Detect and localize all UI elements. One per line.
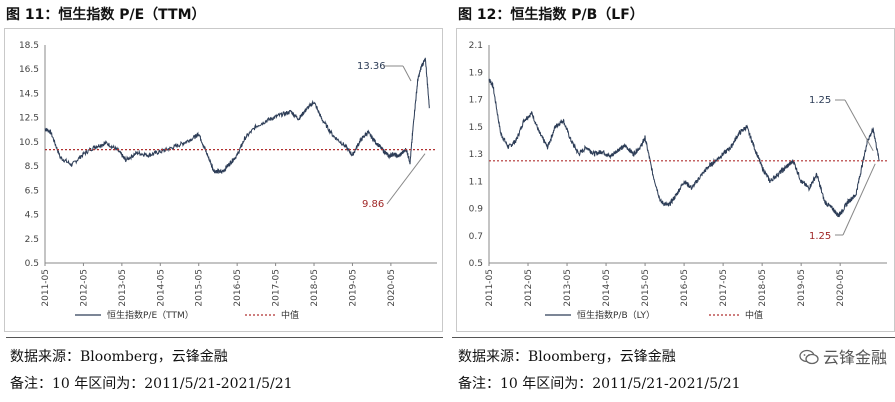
y-tick-label: 12.5 xyxy=(19,114,39,124)
wechat-icon xyxy=(799,349,819,365)
pb-chart-frame: 2.1 1.9 1.7 1.5 1.3 1.1 0.9 0.7 0.5 2011-05 2012-0… xyxy=(456,28,895,332)
y-tick-label: 2.5 xyxy=(25,235,39,245)
current-value-leader xyxy=(844,99,874,152)
y-tick-label: 6.5 xyxy=(25,186,39,196)
y-tick-label: 0.9 xyxy=(469,205,484,215)
x-tick-label: 2018-05 xyxy=(758,269,768,307)
x-tick-label: 2012-05 xyxy=(524,269,534,307)
y-tick-label: 1.3 xyxy=(469,150,483,160)
legend-series-label: 恒生指数P/B（LY） xyxy=(577,309,655,321)
x-tick-label: 2016-05 xyxy=(233,269,243,307)
x-tick-label: 2015-05 xyxy=(195,269,205,307)
y-tick-label: 2.1 xyxy=(469,41,483,51)
legend-median-label: 中值 xyxy=(745,309,763,321)
x-tick-label: 2014-05 xyxy=(156,269,166,307)
x-tick-label: 2014-05 xyxy=(602,269,612,307)
pe-line-chart: 18.5 16.5 14.5 12.5 10.5 8.5 6.5 4.5 2.5 0.52011-… xyxy=(19,41,437,321)
pb-chart-panel: 图 12：恒生指数 P/B（LF） 2.1 1.9 1.7 1.5 1.3 1.1 0.9 0… xyxy=(452,0,895,402)
y-tick-label: 8.5 xyxy=(25,162,39,172)
legend-median-label: 中值 xyxy=(281,309,299,321)
pe-data-source: 数据来源：Bloomberg，云锋金融 xyxy=(10,349,228,365)
x-tick-label: 2017-05 xyxy=(272,269,282,307)
legend-series-label: 恒生指数P/E（TTM） xyxy=(107,309,194,321)
y-tick-label: 0.7 xyxy=(469,232,483,242)
pe-divider xyxy=(6,337,443,338)
pb-figure-title: 图 12：恒生指数 P/B（LF） xyxy=(458,7,644,23)
pe-chart-frame: 18.5 16.5 14.5 12.5 10.5 8.5 6.5 4.5 2.5 0.5 2011-… xyxy=(4,28,443,332)
current-value-leader xyxy=(402,65,412,82)
y-tick-label: 16.5 xyxy=(19,65,39,75)
median-value-leader xyxy=(386,153,426,205)
y-tick-label: 18.5 xyxy=(19,41,39,51)
series-line xyxy=(488,78,880,218)
x-tick-label: 2020-05 xyxy=(836,269,846,307)
x-tick-label: 2018-05 xyxy=(310,269,320,307)
y-tick-label: 10.5 xyxy=(19,138,39,148)
y-tick-label: 1.1 xyxy=(469,177,483,187)
x-tick-label: 2011-05 xyxy=(485,269,495,307)
current-value-label: 1.25 xyxy=(809,95,831,106)
x-tick-label: 2020-05 xyxy=(387,269,397,307)
pb-divider xyxy=(452,337,895,338)
x-tick-label: 2019-05 xyxy=(348,269,358,307)
watermark-text: 云锋金融 xyxy=(822,348,887,367)
x-tick-label: 2016-05 xyxy=(680,269,690,307)
median-value-leader xyxy=(842,163,876,236)
y-tick-label: 0.5 xyxy=(469,259,483,269)
x-tick-label: 2013-05 xyxy=(118,269,128,307)
y-tick-label: 1.7 xyxy=(469,96,483,106)
y-tick-label: 1.5 xyxy=(469,123,483,133)
pb-data-source: 数据来源：Bloomberg，云锋金融 xyxy=(458,349,676,365)
pb-range-note: 备注：10 年区间为：2011/5/21-2021/5/21 xyxy=(458,376,741,392)
current-value-label: 13.36 xyxy=(357,61,386,72)
pe-range-note: 备注：10 年区间为：2011/5/21-2021/5/21 xyxy=(10,376,293,392)
median-value-label: 1.25 xyxy=(809,231,831,242)
y-tick-label: 1.9 xyxy=(469,68,484,78)
y-tick-label: 4.5 xyxy=(25,211,39,221)
x-tick-label: 2017-05 xyxy=(719,269,729,307)
pe-chart-panel: 图 11：恒生指数 P/E（TTM） 18.5 16.5 14.5 12.5 10.5 8… xyxy=(0,0,443,402)
x-tick-label: 2011-05 xyxy=(41,269,51,307)
median-value-label: 9.86 xyxy=(362,199,384,210)
y-tick-label: 14.5 xyxy=(19,89,39,99)
x-tick-label: 2013-05 xyxy=(563,269,573,307)
x-tick-label: 2015-05 xyxy=(641,269,651,307)
y-tick-label: 0.5 xyxy=(25,259,39,269)
pe-figure-title: 图 11：恒生指数 P/E（TTM） xyxy=(6,7,206,23)
x-tick-label: 2012-05 xyxy=(79,269,89,307)
x-tick-label: 2019-05 xyxy=(797,269,807,307)
series-line xyxy=(44,57,430,175)
watermark: 云锋金融 xyxy=(799,344,887,368)
